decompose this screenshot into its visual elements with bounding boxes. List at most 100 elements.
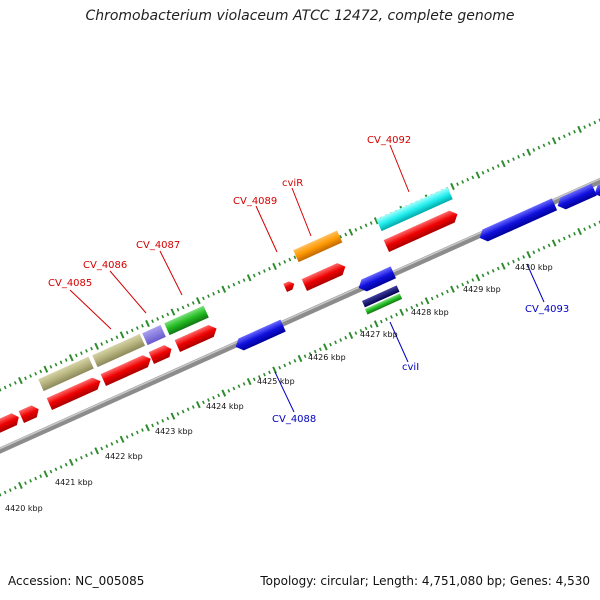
major-tick [500,262,506,270]
minor-tick [59,465,63,469]
minor-tick [24,376,27,381]
major-tick [43,365,49,373]
minor-tick [573,129,576,134]
minor-tick [29,374,32,378]
accession-text: Accession: NC_005085 [8,574,145,588]
minor-tick [252,377,256,382]
scale-label: 4429 kbp [463,285,501,294]
minor-tick [3,490,7,495]
tick-track-upper [0,118,600,392]
minor-tick [268,266,271,271]
scale-label: 4428 kbp [411,308,449,317]
minor-tick [80,351,83,355]
minor-tick [141,323,144,328]
minor-tick [588,225,592,229]
minor-tick [456,182,459,187]
gene-label-cv4088: CV_4088 [272,414,316,425]
minor-tick [242,382,246,386]
minor-tick [517,155,520,159]
minor-tick [232,282,236,287]
major-tick [195,401,201,409]
minor-tick [512,157,515,161]
scale-label: 4422 kbp [105,452,143,461]
feature-olive-2 [92,333,146,368]
minor-tick [90,346,93,351]
minor-tick [303,354,307,358]
major-tick [475,274,481,282]
minor-tick [110,337,114,342]
minor-tick [369,221,373,225]
minor-tick [293,255,297,260]
major-tick [500,160,506,168]
minor-tick [542,143,546,148]
minor-tick [278,365,282,370]
feature-green [164,305,209,336]
major-tick [94,342,100,350]
major-tick [399,308,405,316]
minor-tick [268,370,271,375]
reverse-gene [479,198,558,242]
minor-tick [49,469,53,474]
forward-gene [301,263,346,291]
minor-tick [466,280,470,285]
minor-tick [130,432,134,437]
minor-tick [227,389,231,393]
minor-tick [517,257,520,262]
forward-gene [0,413,19,435]
minor-tick [24,481,27,485]
minor-tick [547,141,551,145]
minor-tick [212,292,215,296]
feature-olive-1 [38,356,94,392]
minor-tick [456,285,459,289]
major-tick [373,320,379,328]
scale-label: 4425 kbp [257,377,295,386]
minor-tick [59,360,63,365]
minor-tick [573,232,576,236]
minor-tick [29,479,32,483]
minor-tick [130,328,134,333]
reverse-gene [557,183,597,210]
forward-gene [100,355,151,386]
minor-tick [202,400,205,405]
minor-tick [430,296,434,301]
gene-label-cvir: cviR [282,178,303,189]
minor-tick [537,248,541,252]
minor-tick [486,168,490,173]
minor-tick [440,292,444,296]
scale-label: 4430 kbp [515,263,553,272]
minor-tick [507,159,510,164]
minor-tick [329,342,332,347]
minor-tick [34,371,38,376]
minor-tick [293,359,297,363]
minor-tick [0,387,2,392]
minor-tick [593,120,597,125]
minor-tick [486,271,490,275]
minor-tick [593,222,597,227]
minor-tick [13,485,17,490]
major-tick [170,412,176,420]
minor-tick [339,234,343,239]
minor-tick [151,319,154,324]
major-tick [170,308,176,316]
major-tick [348,331,354,340]
minor-tick [395,312,398,317]
minor-tick [354,331,358,335]
feature-cyan [376,187,453,232]
gene-label-cv4085: CV_4085 [48,278,92,289]
minor-tick [278,262,282,266]
minor-tick [74,353,78,358]
minor-tick [227,285,231,289]
minor-tick [562,236,566,241]
minor-tick [522,152,526,157]
minor-tick [547,243,551,248]
minor-tick [156,421,160,425]
major-tick [221,285,227,293]
minor-tick [181,409,185,414]
scale-label: 4427 kbp [360,330,398,339]
minor-tick [217,393,221,398]
minor-tick [237,384,241,388]
forward-gene [46,377,101,410]
gene-label-cvii: cviI [402,362,419,373]
minor-tick [288,257,292,262]
minor-tick [288,361,292,365]
